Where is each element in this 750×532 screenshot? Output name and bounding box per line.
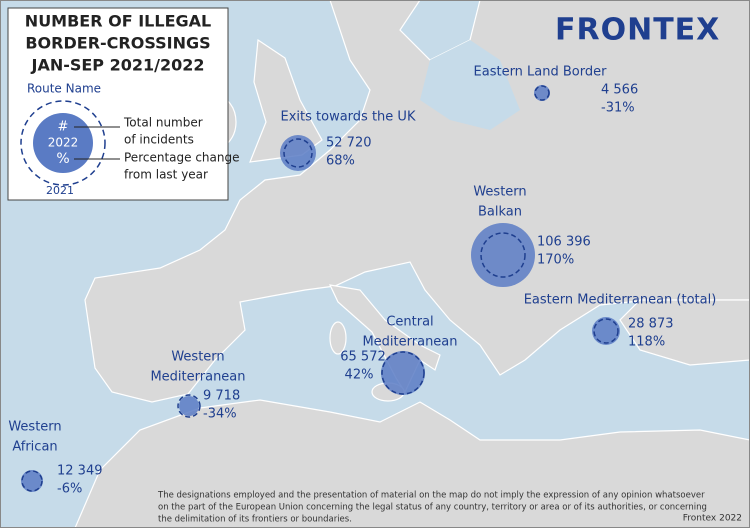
route-circle bbox=[381, 351, 425, 395]
credit: Frontex 2022 bbox=[683, 514, 742, 524]
route-name: Exits towards the UK bbox=[281, 110, 416, 125]
legend-total-label: Total number bbox=[123, 116, 203, 130]
route-name: African bbox=[12, 440, 57, 455]
legend: NUMBER OF ILLEGAL BORDER-CROSSINGS JAN-S… bbox=[7, 7, 239, 201]
route-circle bbox=[179, 396, 199, 416]
route-circle bbox=[592, 317, 620, 345]
legend-year: 2022 bbox=[48, 136, 79, 150]
legend-change-label: Percentage change bbox=[124, 151, 239, 165]
legend-route-name: Route Name bbox=[27, 82, 101, 96]
route-dashed-circle bbox=[534, 85, 550, 101]
disclaimer-line: the delimitation of its frontiers or bou… bbox=[158, 515, 352, 525]
route-dashed-circle bbox=[480, 232, 526, 278]
route-change: 68% bbox=[326, 154, 355, 169]
legend-dashed-circle bbox=[20, 100, 106, 186]
route-change: 42% bbox=[345, 368, 374, 383]
route-name: Mediterranean bbox=[150, 370, 245, 385]
legend-circle bbox=[33, 113, 93, 173]
route-change: -31% bbox=[601, 101, 635, 116]
route-name: Eastern Mediterranean (total) bbox=[524, 293, 717, 308]
logo: FRONTEX bbox=[555, 13, 720, 48]
route-name: Western bbox=[473, 185, 526, 200]
route-dashed-circle bbox=[593, 318, 619, 344]
legend-previous-year: 2021 bbox=[46, 184, 74, 197]
route-change: -34% bbox=[203, 407, 237, 422]
legend-change-label: from last year bbox=[124, 168, 208, 182]
legend-total-label: of incidents bbox=[124, 133, 194, 147]
route-circle bbox=[21, 470, 43, 492]
route-change: 118% bbox=[628, 335, 665, 350]
route-incidents: 106 396 bbox=[537, 235, 591, 250]
disclaimer-line: The designations employed and the presen… bbox=[157, 491, 705, 501]
route-incidents: 9 718 bbox=[203, 389, 240, 404]
route-change: 170% bbox=[537, 253, 574, 268]
route-name: Western bbox=[171, 350, 224, 365]
route-incidents: 65 572 bbox=[340, 350, 386, 365]
legend-box bbox=[7, 7, 229, 201]
legend-percent: % bbox=[56, 151, 69, 167]
route-dashed-circle bbox=[283, 138, 313, 168]
route-dashed-circle bbox=[381, 351, 425, 395]
disclaimer: The designations employed and the presen… bbox=[157, 491, 707, 525]
title: NUMBER OF ILLEGAL bbox=[25, 12, 211, 31]
legend-number: # bbox=[58, 120, 69, 135]
route-name: Central bbox=[386, 315, 433, 330]
land bbox=[74, 0, 750, 529]
disclaimer-line: on the part of the European Union concer… bbox=[158, 503, 707, 513]
route-incidents: 4 566 bbox=[601, 83, 638, 98]
routes: Exits towards the UK 52 720 68% Eastern Lan… bbox=[8, 65, 716, 497]
route-incidents: 52 720 bbox=[326, 136, 372, 151]
route-circle bbox=[280, 135, 316, 171]
route-change: -6% bbox=[57, 482, 82, 497]
route-incidents: 28 873 bbox=[628, 317, 674, 332]
route-dashed-circle bbox=[177, 394, 201, 418]
route-dashed-circle bbox=[21, 470, 43, 492]
title: JAN-SEP 2021/2022 bbox=[30, 56, 204, 75]
route-name: Balkan bbox=[478, 205, 522, 220]
route-name: Eastern Land Border bbox=[474, 65, 608, 80]
route-circle bbox=[534, 85, 550, 101]
route-name: Mediterranean bbox=[362, 335, 457, 350]
route-name: Western bbox=[8, 420, 61, 435]
route-incidents: 12 349 bbox=[57, 464, 103, 479]
title: BORDER-CROSSINGS bbox=[25, 34, 210, 53]
